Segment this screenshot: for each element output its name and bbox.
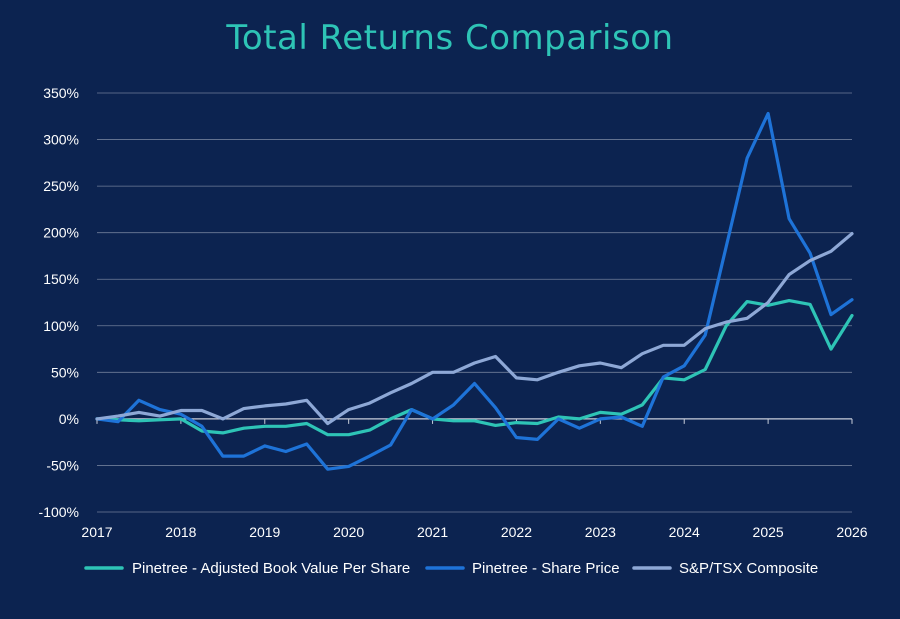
- x-tick-label: 2025: [753, 524, 784, 540]
- legend-label-1: Pinetree - Adjusted Book Value Per Share: [132, 560, 410, 577]
- x-tick-label: 2021: [417, 524, 448, 540]
- x-tick-label: 2019: [249, 524, 280, 540]
- chart-title: Total Returns Comparison: [226, 18, 674, 58]
- y-tick-label: -100%: [39, 504, 79, 520]
- x-tick-label: 2018: [165, 524, 196, 540]
- y-tick-label: 250%: [43, 178, 79, 194]
- y-tick-label: 150%: [43, 271, 79, 287]
- x-tick-label: 2024: [669, 524, 700, 540]
- y-tick-label: 200%: [43, 225, 79, 241]
- series-line-1: [95, 299, 854, 437]
- legend: Pinetree - Adjusted Book Value Per Share…: [84, 560, 818, 577]
- y-tick-label: 350%: [43, 85, 79, 101]
- y-tick-label: -50%: [46, 457, 79, 473]
- y-tick-label: 100%: [43, 318, 79, 334]
- series-line-3: [95, 232, 854, 426]
- y-tick-label: 0%: [59, 411, 79, 427]
- y-tick-label: 300%: [43, 132, 79, 148]
- legend-label-3: S&P/TSX Composite: [679, 560, 818, 577]
- legend-label-2: Pinetree - Share Price: [472, 560, 620, 577]
- grid-layer: [97, 92, 852, 513]
- x-tick-label: 2026: [836, 524, 867, 540]
- x-tick-label: 2022: [501, 524, 532, 540]
- x-tick-label: 2017: [81, 524, 112, 540]
- series-layer: [95, 111, 854, 471]
- axis-layer: -100% -50% 0% 50% 100% 150% 200% 250% 300% 350% 20…: [39, 85, 868, 540]
- x-tick-label: 2023: [585, 524, 616, 540]
- series-line-2: [95, 111, 854, 471]
- x-tick-label: 2020: [333, 524, 364, 540]
- y-tick-label: 50%: [51, 364, 79, 380]
